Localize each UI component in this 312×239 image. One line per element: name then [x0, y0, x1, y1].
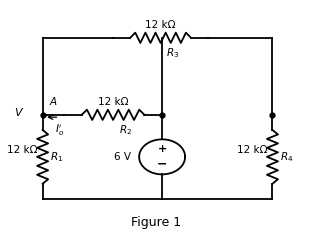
Text: 12 kΩ: 12 kΩ: [237, 145, 268, 155]
Text: 12 kΩ: 12 kΩ: [145, 20, 176, 30]
Text: +: +: [158, 145, 167, 154]
Text: $I_o'$: $I_o'$: [55, 122, 64, 138]
Text: 12 kΩ: 12 kΩ: [7, 145, 38, 155]
Text: Figure 1: Figure 1: [131, 216, 181, 229]
Text: $R_2$: $R_2$: [119, 123, 132, 137]
Text: $A$: $A$: [49, 95, 58, 107]
Text: 6 V: 6 V: [114, 152, 131, 162]
Text: 12 kΩ: 12 kΩ: [98, 97, 128, 107]
Text: −: −: [157, 158, 167, 171]
Text: $R_3$: $R_3$: [166, 46, 179, 60]
Text: $R_4$: $R_4$: [280, 150, 294, 164]
Text: $V$: $V$: [14, 107, 25, 119]
Text: $R_1$: $R_1$: [50, 150, 63, 164]
